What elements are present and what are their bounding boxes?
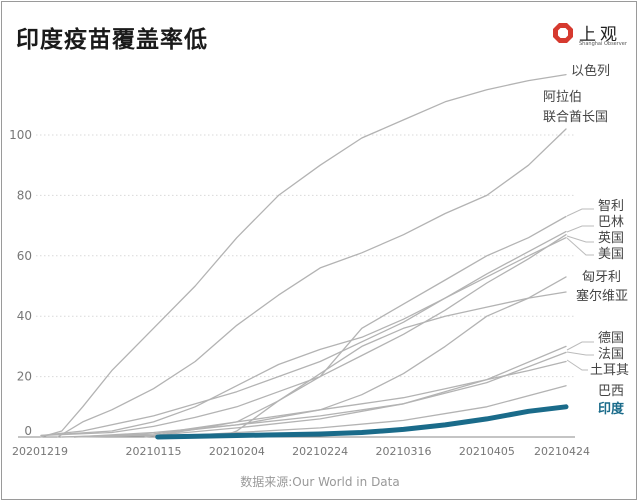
y-tick-label-20: 20 (17, 370, 32, 384)
series-line-美国 (40, 234, 567, 437)
y-tick-label-100: 100 (9, 128, 32, 142)
label-connector-6 (566, 351, 594, 356)
series-label-土耳其: 土耳其 (590, 363, 629, 378)
series-label-塞尔维亚: 塞尔维亚 (576, 288, 628, 304)
series-label-智利: 智利 (598, 199, 624, 214)
y-tick-label-60: 60 (17, 249, 32, 263)
series-label-匈牙利: 匈牙利 (582, 270, 621, 285)
series-label-阿拉伯联合酋长国-1: 阿拉伯 (543, 90, 582, 105)
logo-icon (553, 23, 573, 43)
series-label-法国: 法国 (598, 347, 624, 362)
x-tick-label-20210224: 20210224 (292, 445, 348, 458)
series-line-阿拉伯联合酋长国 (57, 128, 567, 438)
x-tick-label-20210204: 20210204 (209, 445, 265, 458)
series-line-匈牙利 (73, 276, 567, 438)
label-connector-2 (566, 225, 594, 233)
x-tick-label-20210316: 20210316 (376, 445, 432, 458)
series-line-法国 (73, 351, 567, 438)
y-tick-label-0: 0 (24, 424, 32, 438)
logo-subtitle: Shanghai Observer (579, 41, 627, 47)
y-tick-label-80: 80 (17, 188, 32, 202)
label-connector-4 (566, 237, 594, 256)
chart-title: 印度疫苗覆盖率低 (16, 27, 208, 53)
x-tick-label-20201219: 20201219 (12, 445, 68, 458)
series-label-英国: 英国 (598, 231, 624, 246)
series-line-英国 (40, 237, 567, 437)
y-tick-label-40: 40 (17, 309, 32, 323)
logo-text: 上观 (579, 25, 621, 45)
series-label-阿拉伯联合酋长国-2: 联合酋长国 (543, 109, 608, 125)
label-connector-5 (566, 341, 594, 351)
label-connector-1 (566, 208, 594, 217)
x-tick-label-20210405: 20210405 (459, 445, 515, 458)
data-source-note: 数据来源:Our World in Data (240, 475, 400, 489)
x-tick-label-20210424: 20210424 (534, 445, 590, 458)
series-line-印度 (155, 404, 569, 440)
x-tick-label-20210115: 20210115 (126, 445, 182, 458)
series-label-巴林: 巴林 (598, 215, 624, 230)
label-connector-3 (566, 235, 594, 243)
series-label-德国: 德国 (598, 331, 624, 346)
series-line-以色列 (40, 73, 567, 438)
series-line-巴林 (40, 230, 567, 437)
series-label-巴西: 巴西 (598, 384, 624, 399)
series-line-智利 (61, 215, 567, 438)
series-line-土耳其 (144, 360, 567, 438)
publisher-logo: 上观 Shanghai Observer (552, 20, 632, 48)
series-label-美国: 美国 (598, 247, 624, 262)
series-label-印度: 印度 (598, 401, 625, 417)
label-connector-7 (566, 359, 588, 371)
series-line-塞尔维亚 (61, 291, 567, 438)
series-label-以色列: 以色列 (571, 63, 610, 79)
